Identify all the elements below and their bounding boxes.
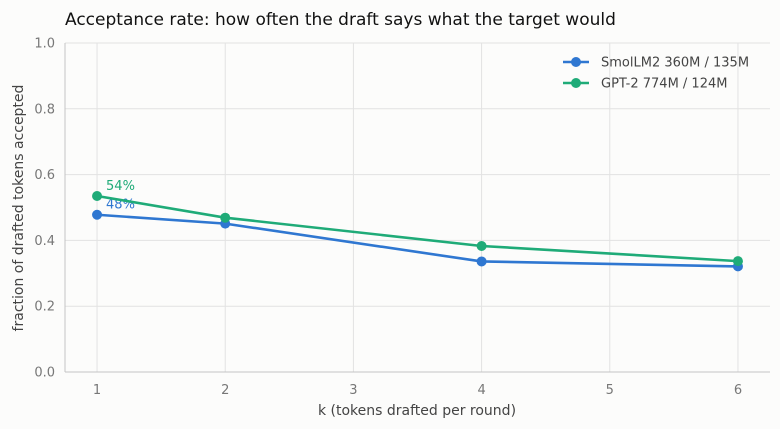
chart-title: Acceptance rate: how often the draft say… xyxy=(65,10,616,30)
x-tick-label: 5 xyxy=(606,383,614,398)
y-tick-label: 0.6 xyxy=(34,168,55,183)
legend-label: SmolLM2 360M / 135M xyxy=(601,56,749,71)
data-point xyxy=(476,256,487,267)
y-tick-label: 0.2 xyxy=(34,300,55,315)
x-tick-label: 2 xyxy=(221,383,229,398)
data-point xyxy=(476,240,487,251)
y-axis-label: fraction of drafted tokens accepted xyxy=(11,85,27,332)
x-tick-label: 6 xyxy=(734,383,742,398)
data-point xyxy=(92,209,103,220)
data-label: 54% xyxy=(106,179,135,194)
y-tick-label: 0.8 xyxy=(34,102,55,117)
y-tick-label: 1.0 xyxy=(34,37,55,52)
axes xyxy=(64,43,770,373)
y-tick-label: 0.4 xyxy=(34,234,55,249)
data-point xyxy=(92,190,103,201)
legend-marker xyxy=(571,78,581,88)
legend-label: GPT-2 774M / 124M xyxy=(601,77,727,92)
data-point xyxy=(220,212,231,223)
legend: SmolLM2 360M / 135M GPT-2 774M / 124M xyxy=(563,56,749,92)
data-point xyxy=(732,256,743,267)
series-line xyxy=(96,194,739,263)
x-tick-label: 3 xyxy=(349,383,357,398)
x-tick-label: 1 xyxy=(93,383,101,398)
y-tick-label: 0.0 xyxy=(34,366,55,381)
x-axis-label: k (tokens drafted per round) xyxy=(318,403,516,419)
legend-marker xyxy=(571,57,581,67)
tick-labels: 1 2 3 4 5 6 0.0 0.2 0.4 0.6 0.8 1.0 xyxy=(34,37,742,399)
x-tick-label: 4 xyxy=(477,383,485,398)
series-group: 48%54% xyxy=(92,179,743,272)
series-line xyxy=(96,213,738,268)
